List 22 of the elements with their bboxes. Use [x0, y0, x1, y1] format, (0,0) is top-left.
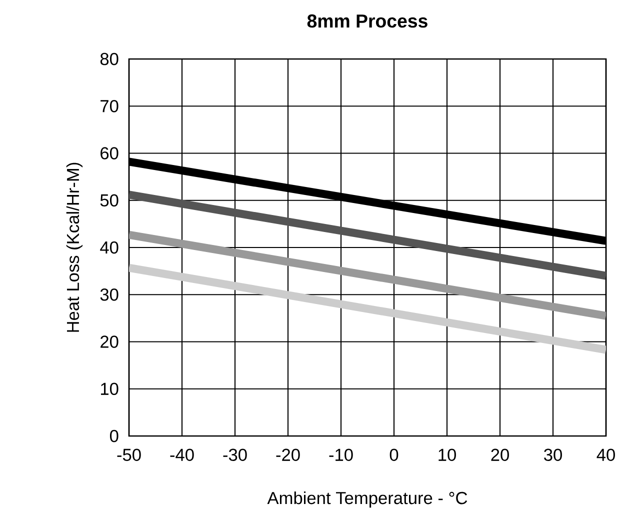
x-tick-label: 0 [390, 448, 398, 461]
y-tick-label: 80 [100, 52, 118, 66]
y-tick-label: 50 [100, 194, 118, 207]
y-tick-label: 20 [100, 336, 118, 348]
x-tick-label: -50 [117, 448, 141, 461]
x-tick-label: -20 [276, 448, 300, 461]
x-tick-label: -40 [170, 448, 194, 461]
y-tick-label: 60 [100, 147, 118, 160]
chart-title: 8mm Process [307, 14, 428, 28]
y-tick-label: 70 [100, 100, 118, 112]
y-tick-label: 10 [100, 382, 118, 396]
x-tick-label: 20 [491, 448, 509, 461]
y-tick-label: 30 [100, 288, 118, 301]
x-tick-label: 40 [596, 448, 615, 461]
x-tick-label: -30 [223, 448, 247, 461]
y-tick-label: 0 [110, 430, 118, 442]
x-axis-title: Ambient Temperature - °C [267, 491, 468, 508]
y-tick-label: 40 [100, 241, 118, 254]
x-tick-label: -10 [329, 448, 353, 461]
x-tick-label: 30 [544, 448, 562, 461]
y-axis-title: Heat Loss (Kcal/Hr-M) [66, 162, 83, 332]
x-tick-label: 10 [438, 448, 456, 461]
